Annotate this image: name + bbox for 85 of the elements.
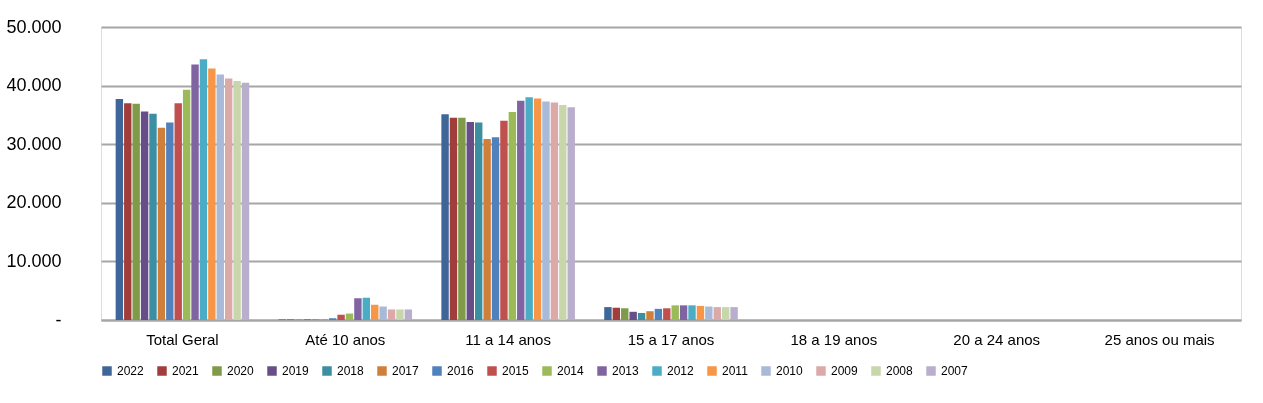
bar xyxy=(604,307,612,320)
legend-label: 2014 xyxy=(557,364,585,378)
bar xyxy=(696,305,705,320)
legend-label: 2008 xyxy=(886,364,914,378)
legend-label: 2015 xyxy=(502,364,530,378)
bar xyxy=(182,89,191,320)
bar xyxy=(517,100,525,320)
x-tick-label: 25 anos ou mais xyxy=(1104,330,1215,348)
legend-label: 2009 xyxy=(831,364,859,378)
bar xyxy=(629,311,637,320)
bar xyxy=(671,305,679,320)
legend-label: 2022 xyxy=(117,364,145,378)
bar xyxy=(404,309,413,320)
y-tick-label: 40.000 xyxy=(6,75,62,96)
bar xyxy=(491,137,500,320)
bar xyxy=(621,308,629,320)
bar xyxy=(191,64,199,320)
bar xyxy=(157,127,166,320)
bar xyxy=(646,311,654,320)
bar xyxy=(337,314,345,320)
bar xyxy=(132,103,140,320)
bar xyxy=(567,107,575,320)
bar xyxy=(542,101,550,320)
bar xyxy=(233,80,241,320)
legend-label: 2010 xyxy=(776,364,804,378)
legend-label: 2017 xyxy=(392,364,420,378)
legend-label: 2012 xyxy=(667,364,695,378)
bar xyxy=(688,305,696,320)
x-tick-label: Até 10 anos xyxy=(305,330,386,348)
bar xyxy=(637,312,646,320)
bar xyxy=(115,99,124,320)
bar xyxy=(354,298,362,320)
bar xyxy=(140,111,149,320)
legend-label: 2013 xyxy=(612,364,640,378)
legend-label: 2018 xyxy=(337,364,365,378)
bar xyxy=(721,307,730,320)
legend-label: 2007 xyxy=(941,364,969,378)
bar xyxy=(362,297,371,320)
bar xyxy=(654,308,663,320)
legend-label: 2011 xyxy=(722,364,749,378)
y-tick-label: 10.000 xyxy=(6,250,62,271)
bar xyxy=(458,117,466,320)
bar xyxy=(475,122,483,320)
y-tick-label: 20.000 xyxy=(6,192,62,213)
x-tick-label: 18 a 19 anos xyxy=(790,330,878,348)
bar xyxy=(199,59,208,320)
legend-label: 2020 xyxy=(227,364,255,378)
bar xyxy=(713,307,721,320)
bar xyxy=(224,78,233,320)
bar xyxy=(466,121,474,320)
bar xyxy=(441,114,449,320)
bar xyxy=(508,111,517,320)
bar xyxy=(241,82,250,320)
legend-label: 2021 xyxy=(172,364,200,378)
bar xyxy=(371,304,379,320)
y-tick-label: 30.000 xyxy=(6,133,62,154)
bar xyxy=(216,74,224,320)
x-tick-label: 15 a 17 anos xyxy=(627,330,715,348)
bar xyxy=(379,306,387,320)
bar xyxy=(679,305,688,320)
bar xyxy=(208,68,216,320)
bar xyxy=(500,120,508,320)
bar xyxy=(525,97,533,320)
bar xyxy=(559,104,567,320)
bar xyxy=(533,98,542,320)
legend-label: 2019 xyxy=(282,364,310,378)
bar xyxy=(149,113,157,320)
bar xyxy=(483,138,491,320)
bar xyxy=(663,308,671,320)
bar xyxy=(705,306,713,320)
bar xyxy=(387,309,396,320)
y-tick-label: - xyxy=(55,309,62,330)
x-tick-label: Total Geral xyxy=(146,330,219,348)
bar xyxy=(449,117,458,320)
bar xyxy=(396,309,404,320)
bar xyxy=(174,103,182,320)
x-tick-label: 20 a 24 anos xyxy=(953,330,1041,348)
legend-label: 2016 xyxy=(447,364,475,378)
bar xyxy=(124,103,132,320)
bar xyxy=(550,102,559,320)
bar xyxy=(730,307,738,320)
x-tick-label: 11 a 14 anos xyxy=(465,330,551,348)
bar xyxy=(612,307,621,320)
y-tick-label: 50.000 xyxy=(6,16,62,37)
bar xyxy=(166,122,174,320)
